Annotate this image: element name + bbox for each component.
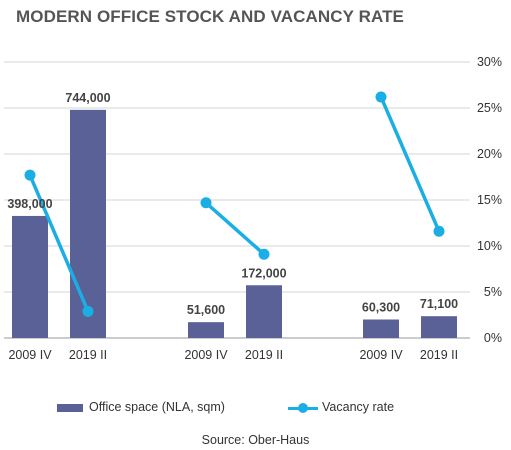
- bar-data-label: 744,000: [65, 91, 110, 105]
- y-right-tick-label: 0%: [484, 331, 502, 345]
- chart-source: Source: Ober-Haus: [201, 433, 310, 447]
- chart-plot: 0% 5% 10% 15% 20% 25% 30% 398,000 744,000 51,600 1…: [4, 55, 502, 362]
- vacancy-rate-point: [24, 169, 36, 181]
- bar: [421, 316, 457, 338]
- bar-data-label: 71,100: [420, 297, 458, 311]
- vacancy-rate-line: [28, 173, 90, 314]
- legend-swatch-line: [288, 402, 318, 413]
- bar-data-label: 51,600: [187, 303, 225, 317]
- bar-data-label: 398,000: [7, 197, 52, 211]
- y-right-tick-label: 15%: [477, 193, 502, 207]
- legend-item-vacancy-rate: Vacancy rate: [288, 400, 394, 414]
- bar: [12, 215, 48, 338]
- vacancy-rate-point: [258, 248, 270, 260]
- x-tick-label: 2019 II: [69, 348, 107, 362]
- legend-label-office-space: Office space (NLA, sqm): [89, 400, 225, 414]
- y-right-tick-label: 25%: [477, 101, 502, 115]
- y-right-tick-label: 30%: [477, 55, 502, 69]
- vacancy-rate-point: [375, 91, 387, 103]
- y-right-tick-label: 20%: [477, 147, 502, 161]
- x-tick-label: 2009 IV: [184, 348, 228, 362]
- x-tick-label: 2009 IV: [8, 348, 52, 362]
- bar: [246, 285, 282, 338]
- vacancy-rate-point: [433, 225, 445, 237]
- x-tick-label: 2009 IV: [359, 348, 403, 362]
- vacancy-rate-point: [82, 305, 94, 317]
- y-right-tick-label: 5%: [484, 285, 502, 299]
- legend-swatch-bar: [57, 403, 83, 412]
- vacancy-rate-line: [379, 95, 441, 234]
- bar: [188, 322, 224, 338]
- legend-item-office-space: Office space (NLA, sqm): [57, 400, 225, 414]
- vacancy-rate-line: [204, 201, 266, 257]
- bar-data-label: 172,000: [241, 266, 286, 280]
- vacancy-rate-point: [200, 197, 212, 209]
- x-tick-label: 2019 II: [420, 348, 458, 362]
- bar-data-label: 60,300: [362, 301, 400, 315]
- y-right-tick-label: 10%: [477, 239, 502, 253]
- legend-label-vacancy-rate: Vacancy rate: [322, 400, 395, 414]
- bar: [363, 319, 399, 338]
- chart-title: MODERN OFFICE STOCK AND VACANCY RATE: [16, 7, 405, 26]
- x-tick-label: 2019 II: [245, 348, 283, 362]
- bar: [70, 109, 106, 338]
